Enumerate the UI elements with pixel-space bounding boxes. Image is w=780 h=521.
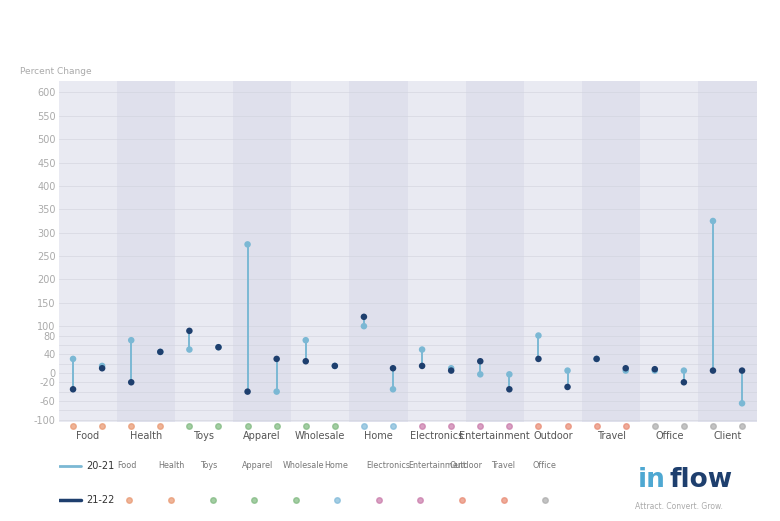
Point: [678, 378, 690, 387]
Text: Electronics: Electronics: [367, 461, 410, 470]
Point: [212, 343, 225, 351]
Point: [387, 364, 399, 373]
Bar: [698, 81, 757, 422]
Point: [125, 378, 137, 387]
Point: [328, 362, 341, 370]
Point: [619, 364, 632, 373]
Point: [503, 370, 516, 378]
Bar: [524, 81, 582, 422]
Text: in: in: [638, 467, 666, 493]
Point: [358, 313, 370, 321]
Point: [590, 355, 603, 363]
Bar: [291, 81, 349, 422]
Point: [707, 366, 719, 375]
Text: Outdoor: Outdoor: [534, 431, 573, 441]
Text: Feb. 2020-21 vs. Feb. 2021-22: Feb. 2020-21 vs. Feb. 2021-22: [281, 28, 530, 43]
Text: 21-22: 21-22: [87, 495, 115, 505]
Point: [183, 327, 196, 335]
Text: Attract. Convert. Grow.: Attract. Convert. Grow.: [635, 502, 722, 511]
Point: [736, 399, 748, 407]
Bar: [117, 81, 175, 422]
Point: [445, 366, 457, 375]
Bar: [640, 81, 698, 422]
Point: [154, 348, 167, 356]
Point: [736, 366, 748, 375]
Point: [328, 362, 341, 370]
Text: Toys: Toys: [193, 431, 215, 441]
Point: [241, 388, 254, 396]
Text: Toys: Toys: [200, 461, 217, 470]
Text: Food: Food: [76, 431, 99, 441]
Text: flow: flow: [669, 467, 732, 493]
Point: [707, 217, 719, 225]
Text: Food: Food: [117, 461, 136, 470]
Point: [358, 322, 370, 330]
Text: Health: Health: [158, 461, 185, 470]
Point: [416, 362, 428, 370]
Text: Travel: Travel: [491, 461, 515, 470]
Text: Percent Change: Percent Change: [20, 67, 92, 76]
Point: [532, 355, 544, 363]
Text: Client: Client: [714, 431, 742, 441]
Point: [562, 366, 574, 375]
Text: Home: Home: [364, 431, 393, 441]
Text: Home: Home: [324, 461, 349, 470]
Point: [532, 331, 544, 340]
Bar: [582, 81, 640, 422]
Point: [474, 370, 487, 378]
Text: Wholesale: Wholesale: [283, 461, 324, 470]
Point: [300, 357, 312, 365]
Text: Travel: Travel: [597, 431, 626, 441]
Point: [503, 385, 516, 393]
Point: [678, 366, 690, 375]
Text: Outdoor: Outdoor: [449, 461, 482, 470]
Text: Health: Health: [129, 431, 162, 441]
Bar: [407, 81, 466, 422]
Text: Conversion Rate Growth:: Conversion Rate Growth:: [51, 28, 277, 43]
Bar: [466, 81, 524, 422]
Point: [387, 385, 399, 393]
Text: Office: Office: [533, 461, 556, 470]
Point: [619, 366, 632, 375]
Text: Wholesale: Wholesale: [295, 431, 346, 441]
Point: [271, 388, 283, 396]
Text: Entertainment: Entertainment: [459, 431, 530, 441]
Point: [300, 336, 312, 344]
Text: 20-21: 20-21: [87, 461, 115, 471]
Point: [416, 345, 428, 354]
Point: [445, 364, 457, 373]
Point: [183, 345, 196, 354]
Point: [125, 336, 137, 344]
Point: [648, 365, 661, 374]
Point: [562, 383, 574, 391]
Text: Apparel: Apparel: [242, 461, 273, 470]
Bar: [58, 81, 117, 422]
Point: [648, 366, 661, 375]
Bar: [175, 81, 233, 422]
Bar: [349, 81, 407, 422]
Point: [154, 348, 167, 356]
Text: Electronics: Electronics: [410, 431, 463, 441]
Bar: [233, 81, 291, 422]
Point: [590, 355, 603, 363]
Text: Entertainment: Entertainment: [408, 461, 466, 470]
Text: Office: Office: [655, 431, 683, 441]
Point: [96, 362, 108, 370]
Point: [212, 343, 225, 351]
Point: [67, 355, 80, 363]
Point: [474, 357, 487, 365]
Text: Apparel: Apparel: [243, 431, 281, 441]
Point: [67, 385, 80, 393]
Point: [241, 240, 254, 249]
Point: [96, 364, 108, 373]
Point: [271, 355, 283, 363]
